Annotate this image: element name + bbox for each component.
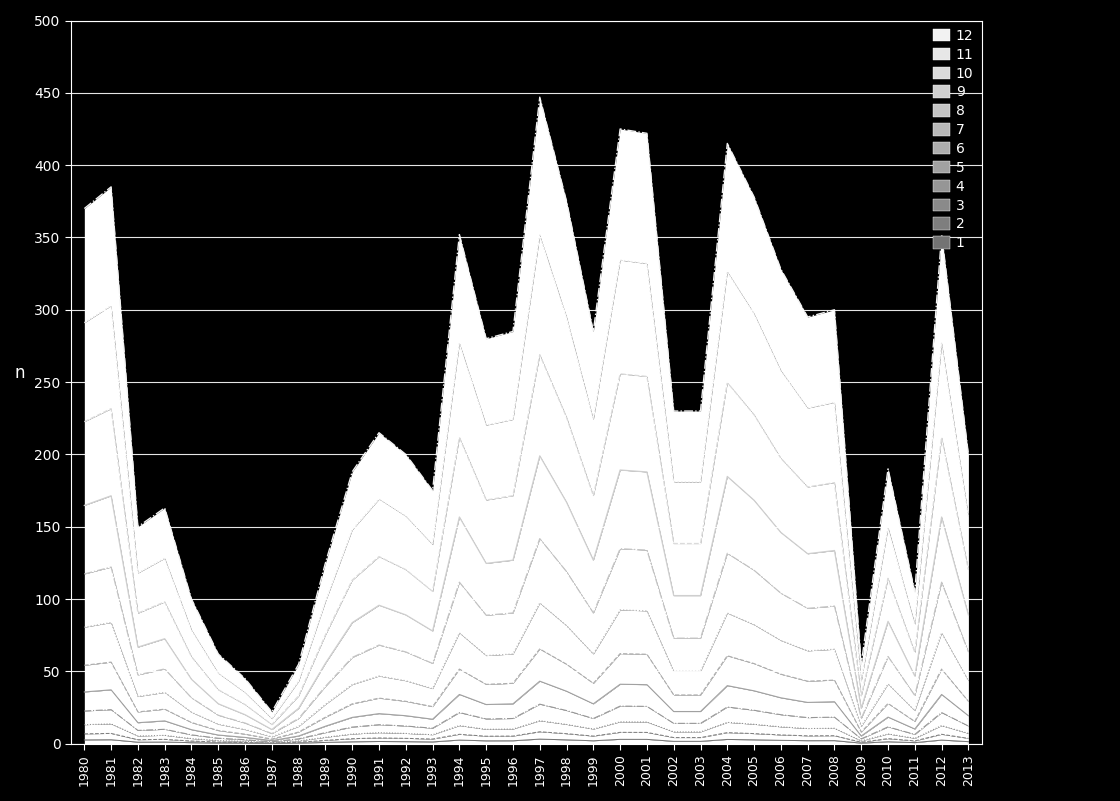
Y-axis label: n: n [15,364,26,382]
Legend: 12, 11, 10, 9, 8, 7, 6, 5, 4, 3, 2, 1: 12, 11, 10, 9, 8, 7, 6, 5, 4, 3, 2, 1 [932,27,974,252]
